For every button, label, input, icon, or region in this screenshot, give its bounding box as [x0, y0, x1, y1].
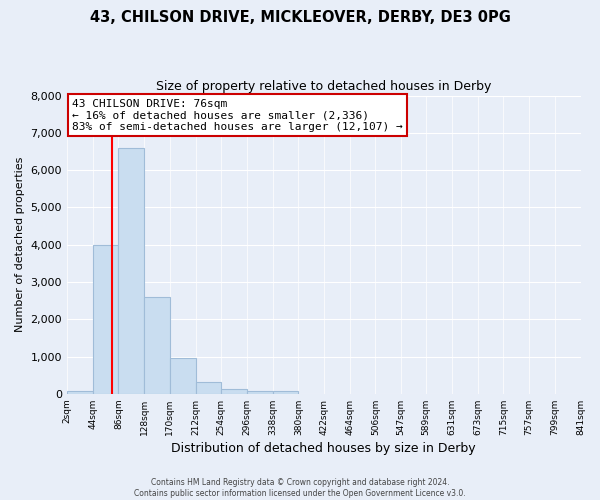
Bar — [272, 391, 298, 394]
Bar — [144, 297, 170, 394]
Text: 43, CHILSON DRIVE, MICKLEOVER, DERBY, DE3 0PG: 43, CHILSON DRIVE, MICKLEOVER, DERBY, DE… — [89, 10, 511, 25]
Text: Contains HM Land Registry data © Crown copyright and database right 2024.
Contai: Contains HM Land Registry data © Crown c… — [134, 478, 466, 498]
Y-axis label: Number of detached properties: Number of detached properties — [15, 157, 25, 332]
Bar — [67, 391, 93, 394]
Bar — [247, 391, 272, 394]
Bar — [170, 358, 196, 394]
Bar — [93, 244, 118, 394]
Bar — [196, 382, 221, 394]
Title: Size of property relative to detached houses in Derby: Size of property relative to detached ho… — [156, 80, 491, 93]
Text: 43 CHILSON DRIVE: 76sqm
← 16% of detached houses are smaller (2,336)
83% of semi: 43 CHILSON DRIVE: 76sqm ← 16% of detache… — [72, 98, 403, 132]
X-axis label: Distribution of detached houses by size in Derby: Distribution of detached houses by size … — [172, 442, 476, 455]
Bar — [118, 148, 144, 394]
Bar — [221, 388, 247, 394]
